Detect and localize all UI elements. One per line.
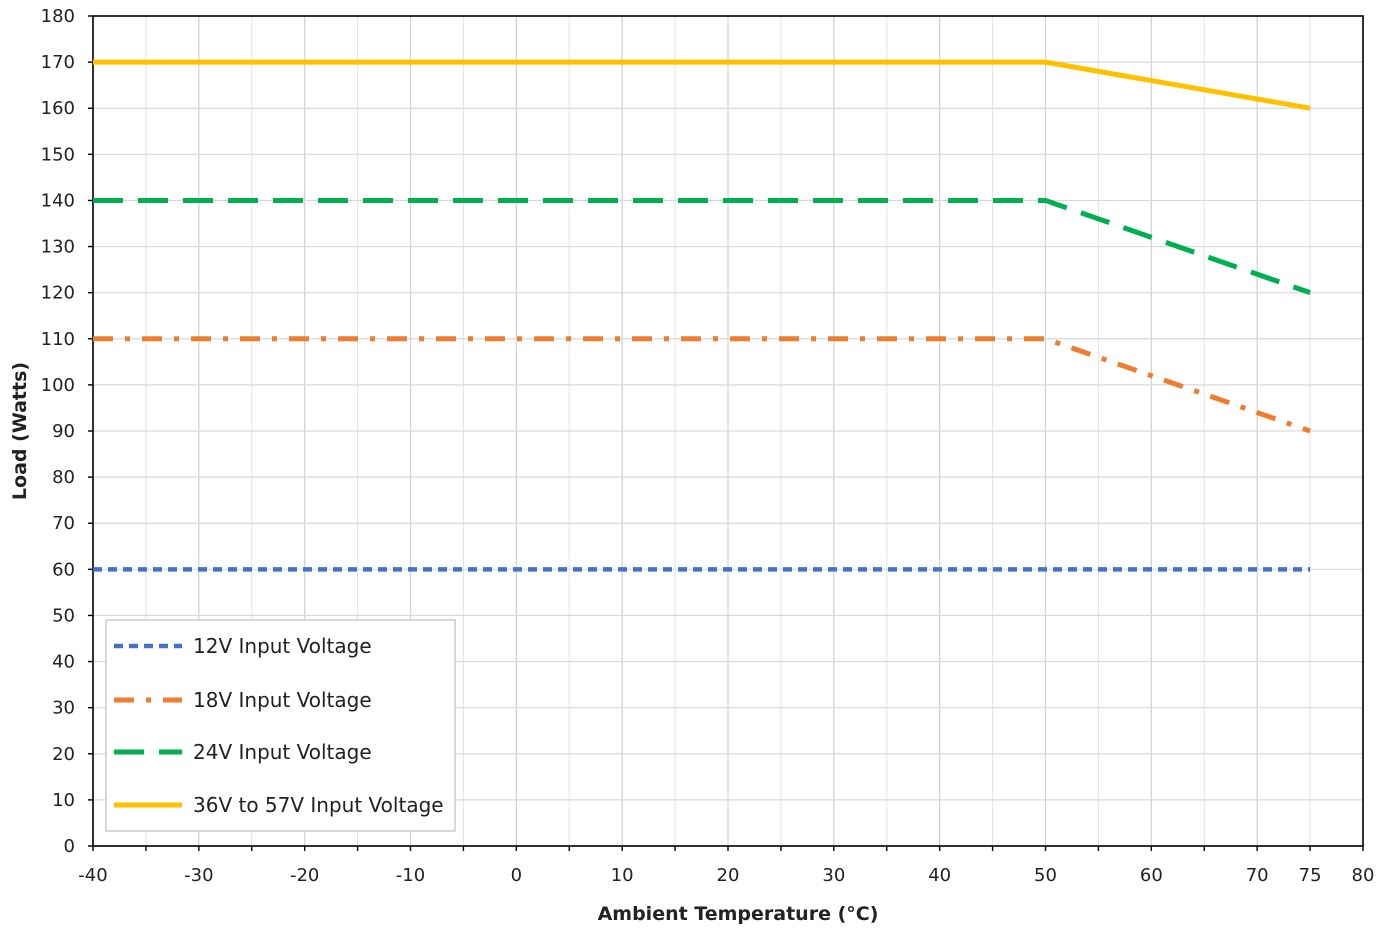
x-tick-label: -40 [78, 865, 107, 886]
legend-label: 12V Input Voltage [193, 634, 372, 658]
x-tick-label: -20 [290, 865, 319, 886]
y-tick-label: 90 [52, 421, 75, 442]
x-axis-title: Ambient Temperature (°C) [598, 903, 879, 925]
y-tick-label: 160 [41, 98, 75, 119]
x-tick-label: -10 [396, 865, 425, 886]
y-tick-label: 170 [41, 52, 75, 73]
legend-label: 36V to 57V Input Voltage [193, 793, 444, 817]
x-tick-label: 40 [928, 865, 951, 886]
x-tick-label: 75 [1299, 865, 1322, 886]
legend: 12V Input Voltage 18V Input Voltage 24V In… [105, 619, 456, 832]
y-tick-label: 20 [52, 744, 75, 765]
y-tick-label: 80 [52, 467, 75, 488]
x-tick-label: 60 [1140, 865, 1163, 886]
series-line-2 [93, 336, 1311, 434]
series-lines [92, 59, 1311, 572]
y-tick-label: 180 [41, 6, 75, 27]
y-tick-label: 150 [41, 144, 75, 165]
y-tick-label: 40 [52, 652, 75, 673]
y-tick-label: 30 [52, 698, 75, 719]
y-tick-label: 70 [52, 513, 75, 534]
y-tick-label: 60 [52, 559, 75, 580]
y-tick-label: 50 [52, 605, 75, 626]
legend-label: 24V Input Voltage [193, 740, 372, 764]
x-tick-label: 80 [1352, 865, 1375, 886]
y-tick-label: 100 [41, 375, 75, 396]
y-tick-label: 140 [41, 190, 75, 211]
y-axis-title: Load (Watts) [9, 362, 31, 500]
x-tick-label: 20 [717, 865, 740, 886]
x-tick-label: -30 [184, 865, 213, 886]
y-tick-label: 110 [41, 329, 75, 350]
legend-label: 18V Input Voltage [193, 688, 372, 712]
x-tick-label: 30 [822, 865, 845, 886]
x-tick-label: 0 [511, 865, 522, 886]
y-tick-label: 120 [41, 283, 75, 304]
series-line-4 [93, 59, 1311, 111]
axes: -40 -30 -20 -10 0 10 20 30 40 50 60 70 75 80 0 10 20 30 40… [41, 6, 1375, 886]
x-tick-label: 70 [1246, 865, 1269, 886]
x-tick-label: 10 [611, 865, 634, 886]
y-tick-label: 0 [64, 836, 75, 857]
y-tick-label: 130 [41, 237, 75, 258]
legend-box [105, 619, 456, 832]
y-tick-label: 10 [52, 790, 75, 811]
x-tick-label: 50 [1034, 865, 1057, 886]
